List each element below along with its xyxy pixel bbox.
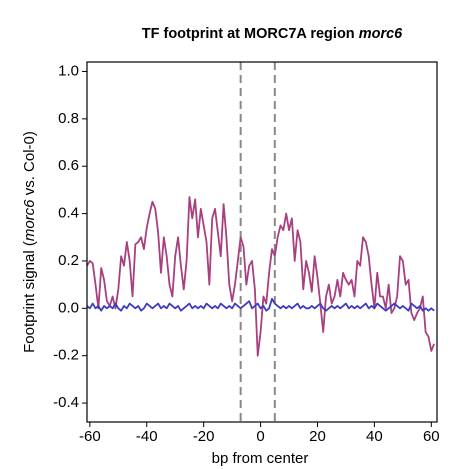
y-tick-label: 0.0 <box>58 299 79 316</box>
y-tick-label: 1.0 <box>58 62 79 79</box>
ylabel-italic: morc6 <box>21 199 38 241</box>
y-tick-label: 0.4 <box>58 205 79 222</box>
ylabel-part: vs. Col-0) <box>21 131 38 199</box>
y-axis-label: Footprint signal (morc6 vs. Col-0) <box>21 131 38 353</box>
x-tick-label: -60 <box>79 428 101 445</box>
data-line <box>86 297 435 312</box>
y-tick-label: -0.2 <box>53 347 79 364</box>
ylabel-part: Footprint signal ( <box>21 241 38 353</box>
x-tick-label: 60 <box>423 428 440 445</box>
y-tick-label: 0.2 <box>58 252 79 269</box>
x-tick-label: 40 <box>366 428 383 445</box>
y-tick-label: -0.4 <box>53 394 79 411</box>
plot-frame <box>86 61 438 423</box>
x-tick-label: -40 <box>136 428 158 445</box>
x-tick-label: -20 <box>193 428 215 445</box>
data-line <box>86 196 435 357</box>
x-axis-label: bp from center <box>212 450 309 467</box>
chart-title: TF footprint at MORC7A region morc6 <box>142 26 403 42</box>
title-text: TF footprint at MORC7A region <box>142 26 355 42</box>
x-tick-label: 0 <box>256 428 264 445</box>
title-italic: morc6 <box>359 26 403 42</box>
y-tick-label: 0.6 <box>58 157 79 174</box>
x-tick-label: 20 <box>309 428 326 445</box>
y-tick-label: 0.8 <box>58 110 79 127</box>
